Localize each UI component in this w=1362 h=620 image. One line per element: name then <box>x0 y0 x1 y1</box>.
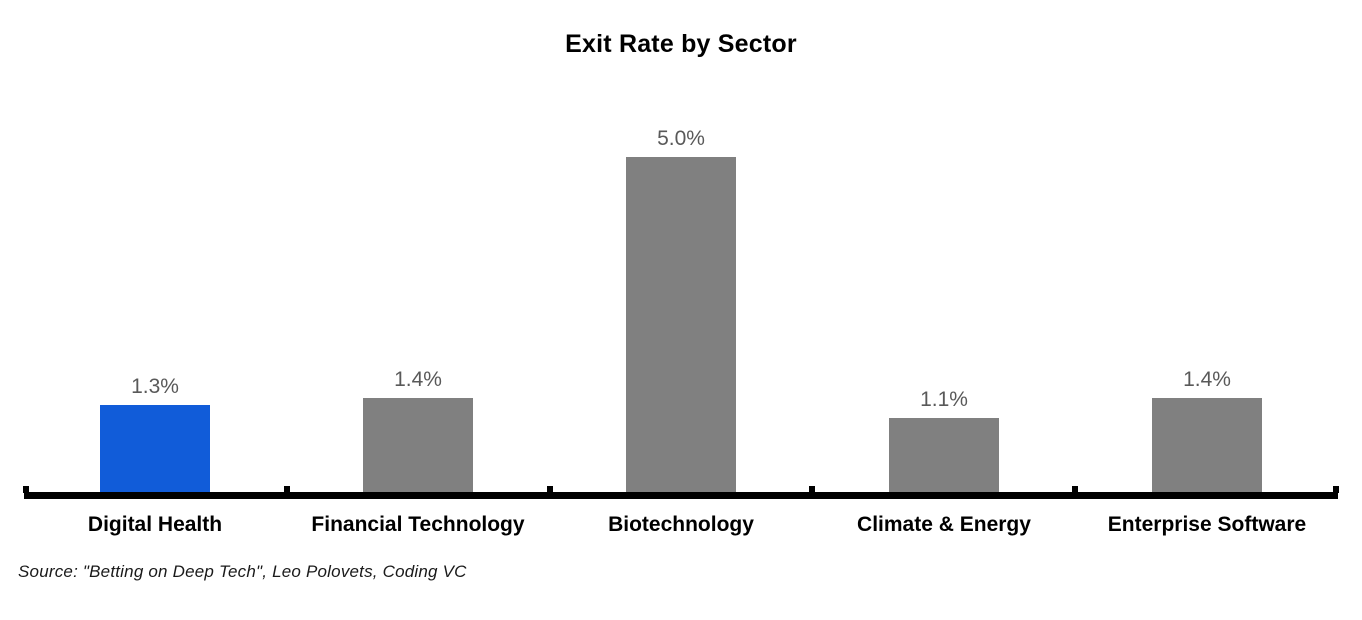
category-label-digital-health: Digital Health <box>87 513 223 536</box>
bar-value-label: 1.4% <box>1183 368 1231 391</box>
chart-title: Exit Rate by Sector <box>565 30 797 58</box>
category-label-climate-energy: Climate & Energy <box>857 513 1031 536</box>
category-label-biotechnology: Biotechnology <box>608 513 754 536</box>
bar-value-label: 1.4% <box>394 368 442 391</box>
bar-financial-technology <box>363 398 473 492</box>
x-axis-tick <box>283 486 290 493</box>
bar-biotechnology <box>626 157 736 492</box>
category-label-financial-technology: Financial Technology <box>311 513 525 536</box>
x-axis-tick <box>1333 486 1339 493</box>
bar-value-label: 1.3% <box>131 375 179 398</box>
x-axis-tick <box>809 486 816 493</box>
bar-value-label: 5.0% <box>657 127 705 150</box>
source-note: Source: "Betting on Deep Tech", Leo Polo… <box>18 562 467 581</box>
bar-climate-energy <box>889 418 999 492</box>
x-axis-tick <box>1072 486 1079 493</box>
bar-digital-health <box>100 405 210 492</box>
bar-value-label: 1.1% <box>920 388 968 411</box>
category-label-enterprise-software: Enterprise Software <box>1107 513 1307 536</box>
x-axis-tick <box>23 486 29 493</box>
x-axis-line <box>24 492 1338 499</box>
bar-enterprise-software <box>1152 398 1262 492</box>
x-axis-tick <box>546 486 553 493</box>
